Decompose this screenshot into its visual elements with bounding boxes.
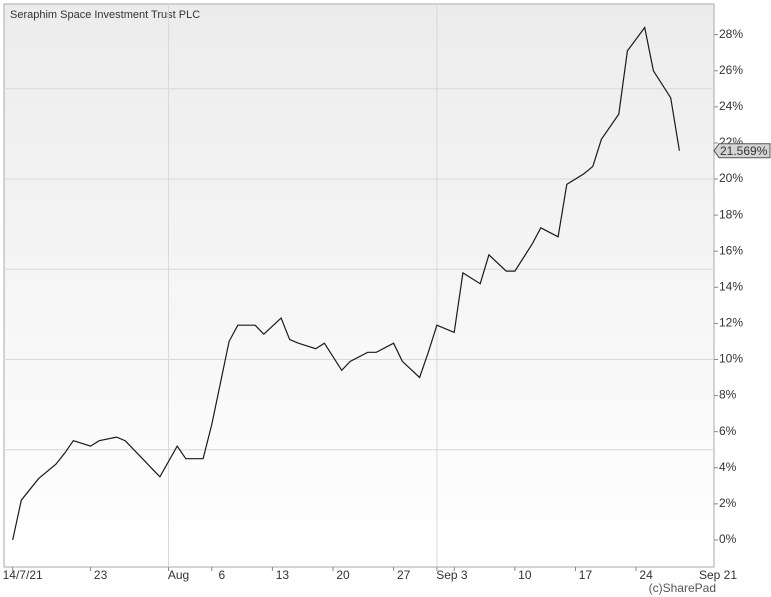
y-tick-label: 10% <box>719 352 743 366</box>
last-value-box <box>713 143 771 159</box>
x-tick-label: 10 <box>518 568 532 582</box>
x-tick-label: 17 <box>579 568 593 582</box>
x-tick-label: Aug <box>168 568 189 582</box>
x-tick-label: 20 <box>336 568 350 582</box>
plot-area <box>3 3 715 568</box>
y-tick-label: 14% <box>719 279 743 293</box>
x-tick-label: 3 <box>461 568 468 582</box>
credit: (c)SharePad <box>649 581 716 595</box>
x-tick-label: 6 <box>218 568 225 582</box>
y-tick-label: 0% <box>719 532 737 546</box>
x-tick-label: 14/7/21 <box>3 568 43 582</box>
price-line <box>12 26 680 541</box>
y-tick-label: 24% <box>719 99 743 113</box>
y-tick-label: 8% <box>719 388 737 402</box>
x-tick-label: 23 <box>94 568 108 582</box>
y-tick-label: 18% <box>719 207 743 221</box>
x-tick-label: 27 <box>397 568 411 582</box>
y-tick-label: 16% <box>719 243 743 257</box>
y-tick-label: 6% <box>719 424 737 438</box>
x-tick-label: 24 <box>639 568 653 582</box>
x-tick-label: Sep <box>436 568 458 582</box>
y-tick-label: 4% <box>719 460 737 474</box>
chart-title: Seraphim Space Investment Trust PLC <box>10 9 200 21</box>
y-tick-label: 26% <box>719 63 743 77</box>
y-tick-label: 20% <box>719 171 743 185</box>
y-tick-label: 2% <box>719 496 737 510</box>
last-value-label: 21.569% <box>720 144 768 158</box>
y-tick-label: 28% <box>719 27 743 41</box>
x-period-label: Sep 21 <box>699 568 737 582</box>
y-tick-label: 12% <box>719 316 743 330</box>
x-tick-label: 13 <box>276 568 290 582</box>
